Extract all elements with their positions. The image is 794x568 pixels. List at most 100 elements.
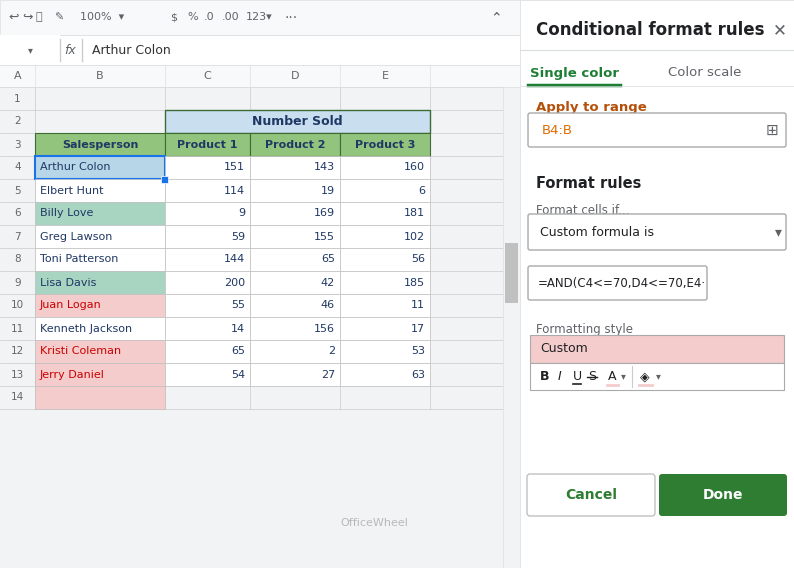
- Text: Elbert Hunt: Elbert Hunt: [40, 186, 103, 195]
- Text: ✕: ✕: [773, 21, 787, 39]
- Text: Apply to range: Apply to range: [536, 102, 647, 115]
- Bar: [250, 317, 340, 340]
- Text: Billy Love: Billy Love: [40, 208, 94, 219]
- Text: Cancel: Cancel: [565, 488, 617, 502]
- Text: 2: 2: [14, 116, 21, 127]
- Text: 17: 17: [410, 324, 425, 333]
- Text: Done: Done: [703, 488, 743, 502]
- Text: 6: 6: [14, 208, 21, 219]
- Bar: [530, 335, 784, 363]
- Text: 54: 54: [231, 370, 245, 379]
- Bar: [340, 363, 430, 386]
- Text: 7: 7: [14, 232, 21, 241]
- Text: ◈: ◈: [640, 370, 649, 383]
- Bar: [340, 294, 430, 317]
- Bar: [165, 271, 250, 294]
- Bar: [0, 35, 60, 65]
- Text: 12: 12: [11, 346, 24, 357]
- Bar: [165, 225, 250, 248]
- Text: 9: 9: [238, 208, 245, 219]
- Bar: [165, 248, 250, 271]
- Text: Kristi Coleman: Kristi Coleman: [40, 346, 121, 357]
- Bar: [340, 225, 430, 248]
- FancyBboxPatch shape: [659, 474, 787, 516]
- FancyBboxPatch shape: [528, 214, 786, 250]
- Text: Custom: Custom: [540, 343, 588, 356]
- Text: Salesperson: Salesperson: [62, 140, 138, 149]
- Text: 151: 151: [224, 162, 245, 173]
- Bar: [35, 133, 165, 156]
- Text: 42: 42: [321, 278, 335, 287]
- Bar: [165, 363, 250, 386]
- Bar: [503, 87, 520, 568]
- Text: 143: 143: [314, 162, 335, 173]
- Bar: [35, 340, 165, 363]
- Text: Lisa Davis: Lisa Davis: [40, 278, 96, 287]
- Bar: [35, 202, 165, 225]
- Text: fx: fx: [64, 44, 76, 56]
- Text: C: C: [203, 71, 211, 81]
- Bar: [35, 156, 165, 179]
- Bar: [35, 294, 165, 317]
- Text: 55: 55: [231, 300, 245, 311]
- Text: ↪: ↪: [22, 11, 33, 24]
- Bar: [340, 248, 430, 271]
- Text: D: D: [291, 71, 299, 81]
- Text: Toni Patterson: Toni Patterson: [40, 254, 118, 265]
- Text: 65: 65: [231, 346, 245, 357]
- Text: 144: 144: [224, 254, 245, 265]
- Bar: [250, 294, 340, 317]
- Text: 🖨: 🖨: [36, 12, 43, 23]
- FancyBboxPatch shape: [528, 266, 707, 300]
- Text: 156: 156: [314, 324, 335, 333]
- Text: Number Sold: Number Sold: [252, 115, 343, 128]
- Bar: [165, 156, 250, 179]
- Bar: [165, 340, 250, 363]
- Bar: [340, 317, 430, 340]
- Text: ↩: ↩: [8, 11, 18, 24]
- Text: Kenneth Jackson: Kenneth Jackson: [40, 324, 132, 333]
- Text: 102: 102: [404, 232, 425, 241]
- Text: 14: 14: [231, 324, 245, 333]
- Text: A: A: [607, 370, 616, 383]
- Bar: [0, 65, 520, 87]
- Text: E: E: [381, 71, 388, 81]
- Bar: [35, 363, 165, 386]
- Bar: [250, 179, 340, 202]
- Text: 185: 185: [404, 278, 425, 287]
- Text: 46: 46: [321, 300, 335, 311]
- Text: 5: 5: [14, 186, 21, 195]
- Text: 13: 13: [11, 370, 24, 379]
- Text: B4:B: B4:B: [542, 123, 573, 136]
- Bar: [250, 340, 340, 363]
- Text: Single color: Single color: [530, 66, 619, 80]
- Text: ···: ···: [285, 10, 298, 24]
- Bar: [35, 271, 165, 294]
- Text: 100%  ▾: 100% ▾: [80, 12, 124, 23]
- Bar: [250, 248, 340, 271]
- Text: .00: .00: [222, 12, 240, 23]
- Bar: [250, 363, 340, 386]
- Text: Arthur Colon: Arthur Colon: [92, 44, 171, 56]
- Bar: [165, 110, 430, 133]
- Bar: [35, 179, 165, 202]
- Text: 4: 4: [14, 162, 21, 173]
- Text: 123▾: 123▾: [246, 12, 273, 23]
- Text: Product 2: Product 2: [264, 140, 326, 149]
- Text: 10: 10: [11, 300, 24, 311]
- Text: I: I: [558, 370, 562, 383]
- Text: 14: 14: [11, 392, 24, 403]
- Text: $: $: [170, 12, 177, 23]
- Bar: [0, 35, 520, 65]
- FancyBboxPatch shape: [528, 113, 786, 147]
- Text: ▾: ▾: [774, 225, 781, 239]
- Text: Conditional format rules: Conditional format rules: [536, 21, 765, 39]
- Text: 53: 53: [411, 346, 425, 357]
- Bar: [250, 133, 340, 156]
- Text: Juan Logan: Juan Logan: [40, 300, 102, 311]
- Text: 169: 169: [314, 208, 335, 219]
- Text: 8: 8: [14, 254, 21, 265]
- Bar: [250, 156, 340, 179]
- Text: .0: .0: [204, 12, 214, 23]
- Text: 181: 181: [404, 208, 425, 219]
